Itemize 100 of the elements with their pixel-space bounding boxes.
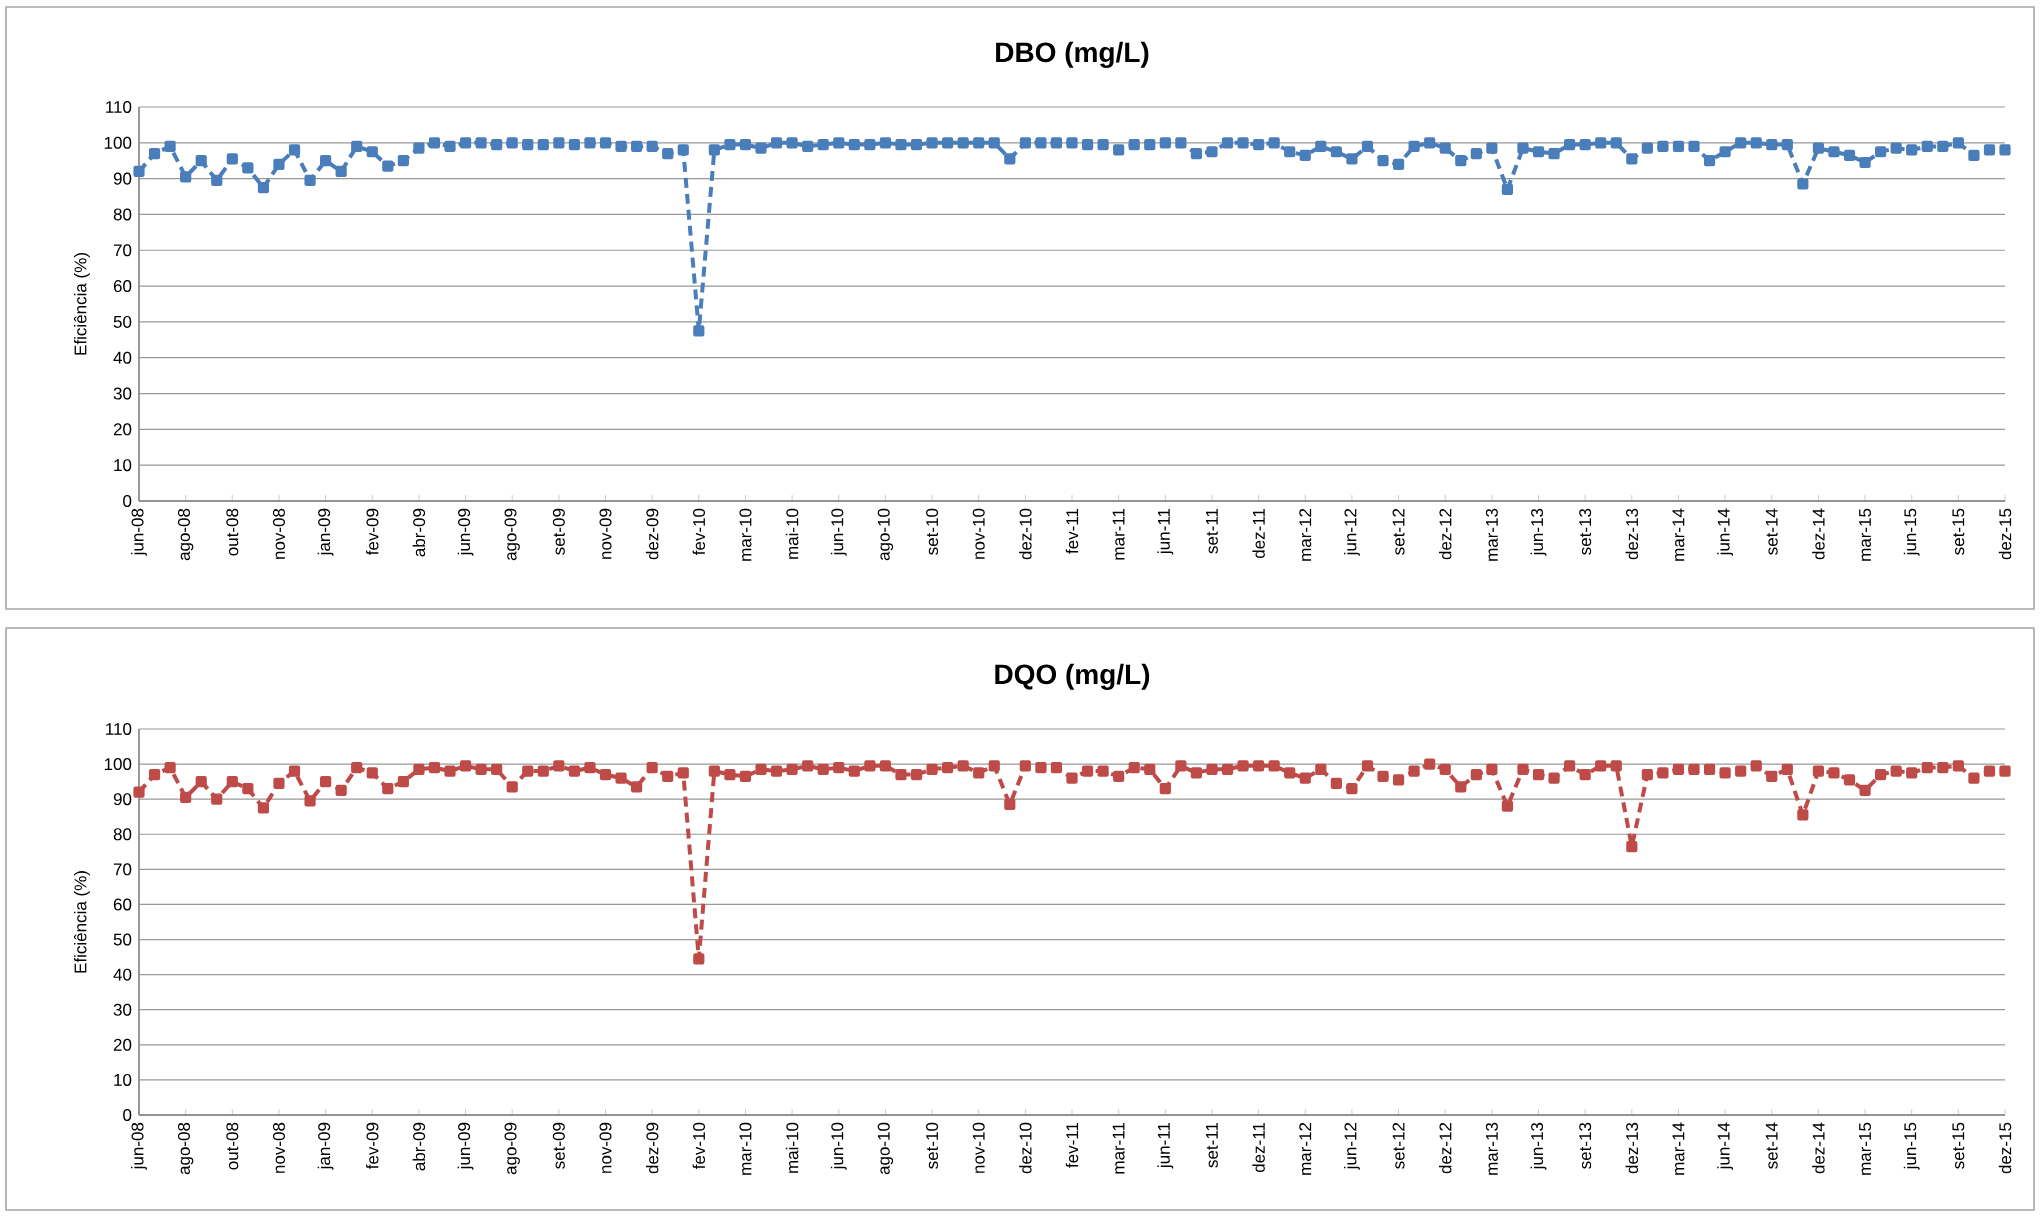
x-tick-label: nov-08 — [272, 1122, 285, 1173]
x-tick-label: out-08 — [226, 1122, 239, 1170]
x-tick-label: jun-12 — [1343, 508, 1360, 556]
x-tick-label: abr-09 — [412, 1122, 426, 1171]
x-tick-label: jan-09 — [317, 508, 334, 556]
x-tick-label: mar-14 — [1672, 508, 1685, 561]
x-tick-label: jun-09 — [457, 508, 474, 556]
y-tick-label: 80 — [113, 828, 132, 841]
x-tick-label: mar-10 — [739, 1122, 752, 1175]
chart-title: DBO (mg/L) — [996, 41, 1149, 68]
y-tick-label: 100 — [104, 136, 132, 149]
x-tick-label: fev-11 — [1065, 508, 1079, 554]
x-tick-label: ago-08 — [177, 1122, 194, 1175]
x-tick-label: set-10 — [926, 1122, 939, 1169]
y-axis-title: Eficiência (%) — [73, 253, 90, 355]
y-tick-label: 90 — [113, 793, 132, 806]
x-tick-label: mar-13 — [1485, 1122, 1498, 1175]
x-tick-label: ago-10 — [877, 1122, 894, 1175]
x-tick-label: jun-15 — [1903, 1122, 1920, 1170]
x-tick-label: jun-08 — [131, 1122, 147, 1170]
x-tick-label: ago-08 — [177, 508, 194, 561]
x-tick-label: dez-11 — [1252, 1122, 1265, 1173]
x-tick-label: mai-10 — [785, 508, 799, 559]
y-tick-label: 20 — [113, 423, 132, 436]
x-tick-label: dez-09 — [645, 1122, 659, 1174]
x-tick-label: jun-11 — [1157, 1122, 1174, 1169]
x-tick-label: dez-13 — [1625, 1122, 1639, 1174]
x-tick-label: dez-10 — [1019, 1122, 1032, 1174]
y-tick-label: 110 — [106, 100, 132, 113]
x-tick-label: dez-12 — [1438, 508, 1452, 560]
x-tick-label: jun-09 — [457, 1122, 474, 1170]
x-tick-label: mai-10 — [785, 1122, 799, 1173]
x-tick-label: dez-13 — [1625, 508, 1639, 560]
x-tick-label: fev-09 — [366, 1122, 379, 1170]
y-tick-label: 100 — [104, 758, 132, 771]
y-tick-label: 50 — [113, 933, 132, 946]
x-tick-label: set-14 — [1765, 1122, 1778, 1169]
chart-title: DQO (mg/L) — [995, 663, 1150, 690]
y-tick-label: 40 — [113, 351, 132, 364]
x-tick-label: set-09 — [552, 1122, 565, 1169]
x-tick-label: jun-10 — [830, 508, 847, 556]
y-tick-label: 20 — [113, 1038, 132, 1051]
y-tick-label: 50 — [113, 315, 132, 328]
x-tick-label: dez-15 — [1998, 508, 2012, 560]
x-tick-label: jun-10 — [830, 1122, 847, 1170]
x-tick-label: ago-09 — [504, 508, 520, 561]
x-tick-label: nov-09 — [599, 1122, 612, 1173]
x-tick-label: fev-10 — [692, 1122, 706, 1170]
x-tick-label: set-12 — [1392, 508, 1405, 555]
x-tick-label: dez-11 — [1252, 508, 1265, 559]
x-tick-label: nov-10 — [972, 1122, 985, 1173]
x-tick-label: nov-08 — [272, 508, 285, 559]
x-tick-label: jan-09 — [317, 1122, 334, 1170]
x-tick-label: nov-09 — [599, 508, 612, 559]
y-tick-label: 70 — [113, 863, 132, 876]
x-tick-label: mar-10 — [739, 508, 752, 561]
x-tick-label: dez-14 — [1812, 1122, 1825, 1174]
y-tick-label: 0 — [123, 494, 132, 507]
x-tick-label: jun-14 — [1717, 1122, 1734, 1170]
x-tick-label: set-11 — [1206, 1122, 1218, 1168]
x-tick-label: set-11 — [1206, 508, 1218, 554]
x-tick-label: set-12 — [1392, 1122, 1405, 1169]
y-tick-label: 0 — [123, 1108, 132, 1122]
x-tick-label: fev-09 — [366, 508, 379, 556]
x-tick-label: dez-14 — [1812, 508, 1825, 560]
x-tick-label: mar-14 — [1672, 1122, 1685, 1175]
y-tick-label: 110 — [106, 722, 132, 736]
x-tick-label: jun-14 — [1717, 508, 1734, 556]
x-tick-label: fev-10 — [692, 508, 706, 556]
x-tick-label: mar-11 — [1112, 1122, 1125, 1174]
x-tick-label: mar-13 — [1485, 508, 1498, 561]
x-tick-label: set-13 — [1579, 508, 1592, 555]
y-tick-label: 60 — [113, 280, 132, 293]
y-tick-label: 10 — [114, 459, 132, 472]
y-axis-title: Eficiência (%) — [73, 871, 90, 973]
x-tick-label: set-09 — [552, 508, 565, 555]
x-tick-label: mar-12 — [1299, 508, 1312, 561]
x-tick-label: out-08 — [226, 508, 239, 556]
x-tick-label: set-15 — [1952, 508, 1965, 555]
x-tick-label: dez-15 — [1998, 1122, 2012, 1174]
x-tick-label: abr-09 — [412, 508, 426, 557]
y-tick-label: 10 — [114, 1073, 132, 1086]
x-tick-label: jun-15 — [1903, 508, 1920, 556]
x-tick-label: jun-12 — [1343, 1122, 1360, 1170]
x-tick-label: nov-10 — [972, 508, 985, 559]
x-tick-label: set-15 — [1952, 1122, 1965, 1169]
x-tick-label: set-13 — [1579, 1122, 1592, 1169]
y-tick-label: 90 — [113, 172, 132, 185]
y-tick-label: 60 — [113, 898, 132, 911]
x-tick-label: fev-11 — [1065, 1122, 1079, 1168]
x-tick-label: mar-15 — [1859, 1122, 1871, 1175]
x-tick-label: jun-11 — [1157, 508, 1174, 555]
x-tick-label: mar-15 — [1859, 508, 1871, 561]
x-tick-label: mar-11 — [1112, 508, 1125, 560]
y-tick-label: 80 — [113, 208, 132, 221]
x-tick-label: dez-10 — [1019, 508, 1032, 560]
x-tick-label: jun-13 — [1530, 508, 1547, 556]
x-tick-label: ago-10 — [877, 508, 894, 561]
x-tick-label: dez-09 — [645, 508, 659, 560]
y-tick-label: 30 — [113, 1003, 132, 1016]
